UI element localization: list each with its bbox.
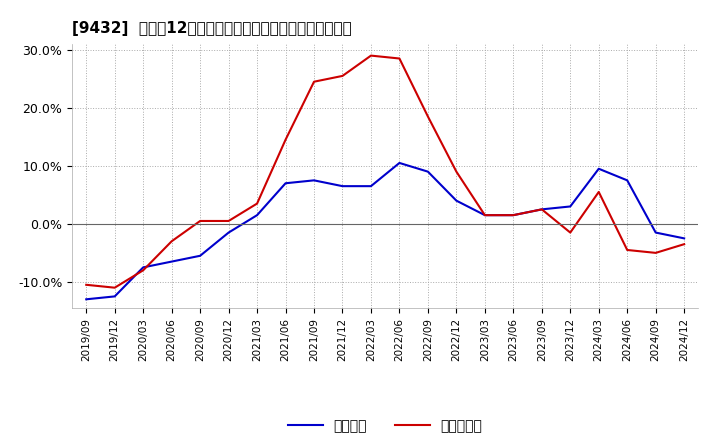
当期純利益 <box>253 201 261 206</box>
経常利益 <box>537 207 546 212</box>
経常利益 <box>282 180 290 186</box>
Line: 経常利益: 経常利益 <box>86 163 684 299</box>
当期純利益 <box>395 56 404 61</box>
経常利益 <box>139 265 148 270</box>
経常利益 <box>196 253 204 258</box>
当期純利益 <box>652 250 660 256</box>
経常利益 <box>623 178 631 183</box>
当期純利益 <box>566 230 575 235</box>
経常利益 <box>423 169 432 174</box>
当期純利益 <box>595 189 603 194</box>
経常利益 <box>652 230 660 235</box>
当期純利益 <box>282 137 290 143</box>
当期純利益 <box>680 242 688 247</box>
当期純利益 <box>110 285 119 290</box>
経常利益 <box>452 198 461 203</box>
当期純利益 <box>423 114 432 119</box>
当期純利益 <box>196 218 204 224</box>
Text: [9432]  利益の12か月移動合計の対前年同期増減率の推移: [9432] 利益の12か月移動合計の対前年同期増減率の推移 <box>72 21 352 36</box>
経常利益 <box>680 236 688 241</box>
経常利益 <box>310 178 318 183</box>
Line: 当期純利益: 当期純利益 <box>86 55 684 288</box>
当期純利益 <box>225 218 233 224</box>
経常利益 <box>338 183 347 189</box>
経常利益 <box>110 294 119 299</box>
経常利益 <box>225 230 233 235</box>
当期純利益 <box>366 53 375 58</box>
当期純利益 <box>310 79 318 84</box>
当期純利益 <box>537 207 546 212</box>
当期純利益 <box>82 282 91 287</box>
経常利益 <box>480 213 489 218</box>
経常利益 <box>566 204 575 209</box>
経常利益 <box>167 259 176 264</box>
当期純利益 <box>509 213 518 218</box>
経常利益 <box>253 213 261 218</box>
当期純利益 <box>452 169 461 174</box>
当期純利益 <box>167 238 176 244</box>
経常利益 <box>595 166 603 172</box>
経常利益 <box>509 213 518 218</box>
当期純利益 <box>139 268 148 273</box>
Legend: 経常利益, 当期純利益: 経常利益, 当期純利益 <box>282 413 488 438</box>
当期純利益 <box>338 73 347 79</box>
当期純利益 <box>623 247 631 253</box>
経常利益 <box>82 297 91 302</box>
経常利益 <box>395 160 404 165</box>
当期純利益 <box>480 213 489 218</box>
経常利益 <box>366 183 375 189</box>
